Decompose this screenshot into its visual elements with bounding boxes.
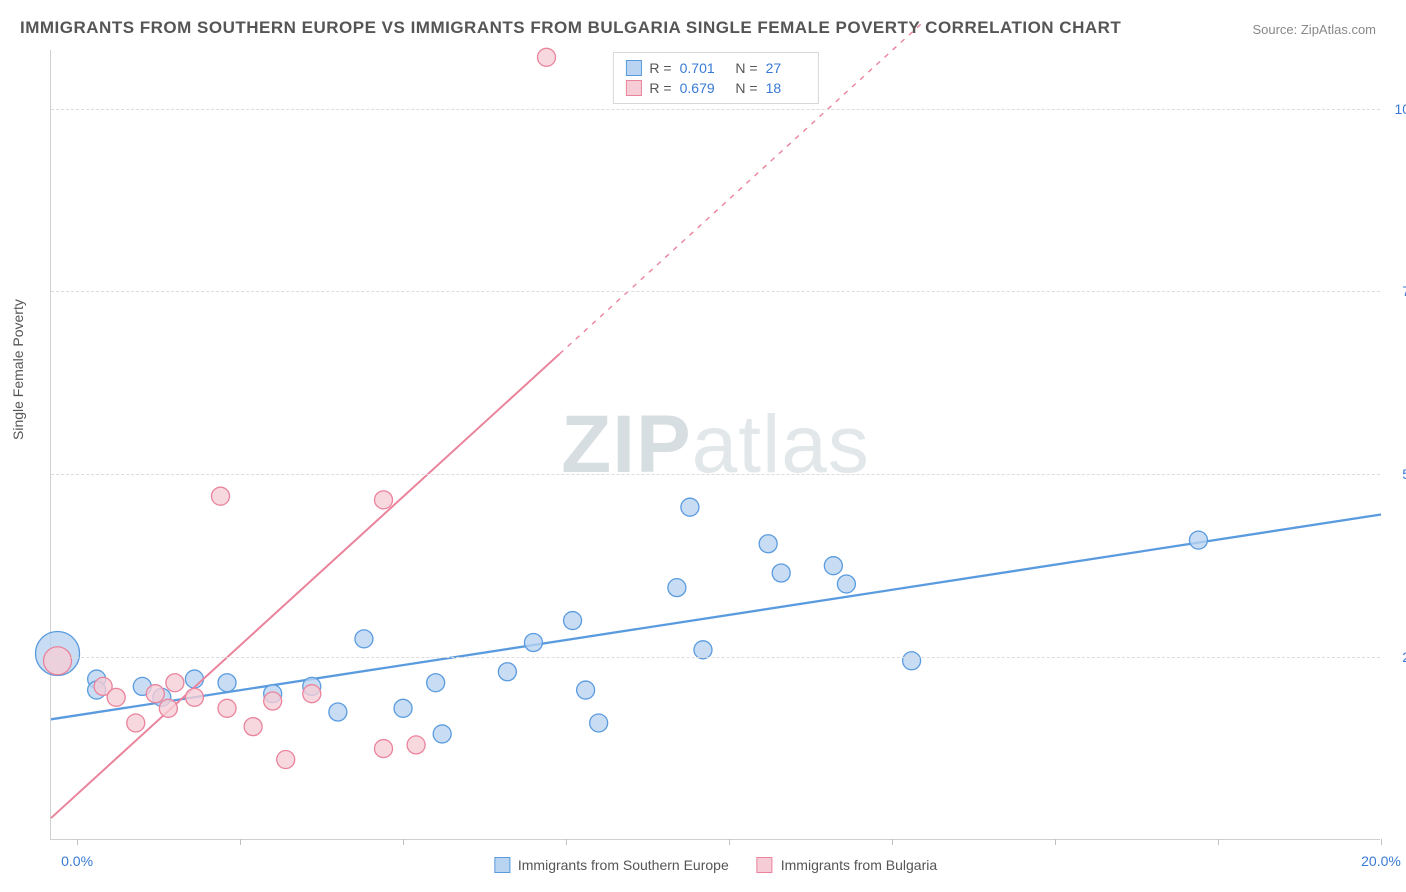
data-point [218, 699, 236, 717]
x-tick [403, 839, 404, 845]
x-tick-label: 0.0% [61, 853, 93, 869]
legend-item: Immigrants from Bulgaria [757, 857, 937, 873]
legend-swatch [494, 857, 510, 873]
data-point [759, 535, 777, 553]
grid-line [51, 474, 1380, 475]
data-point [375, 491, 393, 509]
data-point [244, 718, 262, 736]
data-point [694, 641, 712, 659]
trend-line [51, 514, 1381, 719]
y-tick-label: 50.0% [1402, 466, 1406, 482]
x-tick [729, 839, 730, 845]
legend-r-label: R = [649, 80, 671, 96]
legend-row: R = 0.701 N = 27 [625, 58, 805, 78]
legend-n-value: 27 [766, 60, 806, 76]
y-tick-label: 100.0% [1395, 101, 1406, 117]
data-point [303, 685, 321, 703]
legend-label: Immigrants from Bulgaria [781, 857, 937, 873]
data-point [590, 714, 608, 732]
data-point [772, 564, 790, 582]
legend-correlation: R = 0.701 N = 27 R = 0.679 N = 18 [612, 52, 818, 104]
grid-line [51, 657, 1380, 658]
data-point [264, 692, 282, 710]
data-point [433, 725, 451, 743]
legend-n-label: N = [728, 60, 758, 76]
data-point [218, 674, 236, 692]
data-point [355, 630, 373, 648]
data-point [127, 714, 145, 732]
data-point [277, 751, 295, 769]
y-axis-label: Single Female Poverty [10, 299, 26, 440]
data-point [824, 557, 842, 575]
data-point [394, 699, 412, 717]
trend-line [51, 354, 560, 818]
data-point [185, 688, 203, 706]
chart-svg [51, 50, 1380, 839]
legend-n-value: 18 [766, 80, 806, 96]
legend-swatch [625, 80, 641, 96]
data-point [329, 703, 347, 721]
data-point [407, 736, 425, 754]
x-tick [1055, 839, 1056, 845]
data-point [681, 498, 699, 516]
legend-item: Immigrants from Southern Europe [494, 857, 729, 873]
legend-label: Immigrants from Southern Europe [518, 857, 729, 873]
x-tick-label: 20.0% [1361, 853, 1401, 869]
data-point [107, 688, 125, 706]
x-tick [1381, 839, 1382, 845]
data-point [427, 674, 445, 692]
x-tick [1218, 839, 1219, 845]
data-point [837, 575, 855, 593]
legend-r-value: 0.679 [680, 80, 720, 96]
legend-r-value: 0.701 [680, 60, 720, 76]
data-point [44, 647, 72, 675]
data-point [668, 579, 686, 597]
data-point [1189, 531, 1207, 549]
data-point [159, 699, 177, 717]
x-tick [892, 839, 893, 845]
data-point [375, 740, 393, 758]
grid-line [51, 291, 1380, 292]
legend-swatch [757, 857, 773, 873]
source-attribution: Source: ZipAtlas.com [1252, 22, 1376, 37]
legend-r-label: R = [649, 60, 671, 76]
legend-n-label: N = [728, 80, 758, 96]
y-tick-label: 75.0% [1402, 283, 1406, 299]
data-point [498, 663, 516, 681]
data-point [564, 612, 582, 630]
x-tick [240, 839, 241, 845]
chart-title: IMMIGRANTS FROM SOUTHERN EUROPE VS IMMIG… [20, 18, 1121, 38]
plot-area: ZIPatlas R =0.701 N =27R =0.679 N =18 Im… [50, 50, 1380, 840]
data-point [146, 685, 164, 703]
legend-series: Immigrants from Southern Europe Immigrant… [494, 857, 937, 873]
data-point [185, 670, 203, 688]
legend-row: R = 0.679 N = 18 [625, 78, 805, 98]
data-point [577, 681, 595, 699]
legend-swatch [625, 60, 641, 76]
data-point [903, 652, 921, 670]
data-point [537, 48, 555, 66]
y-tick-label: 25.0% [1402, 649, 1406, 665]
grid-line [51, 109, 1380, 110]
data-point [166, 674, 184, 692]
data-point [524, 634, 542, 652]
data-point [212, 487, 230, 505]
x-tick [566, 839, 567, 845]
x-tick [77, 839, 78, 845]
